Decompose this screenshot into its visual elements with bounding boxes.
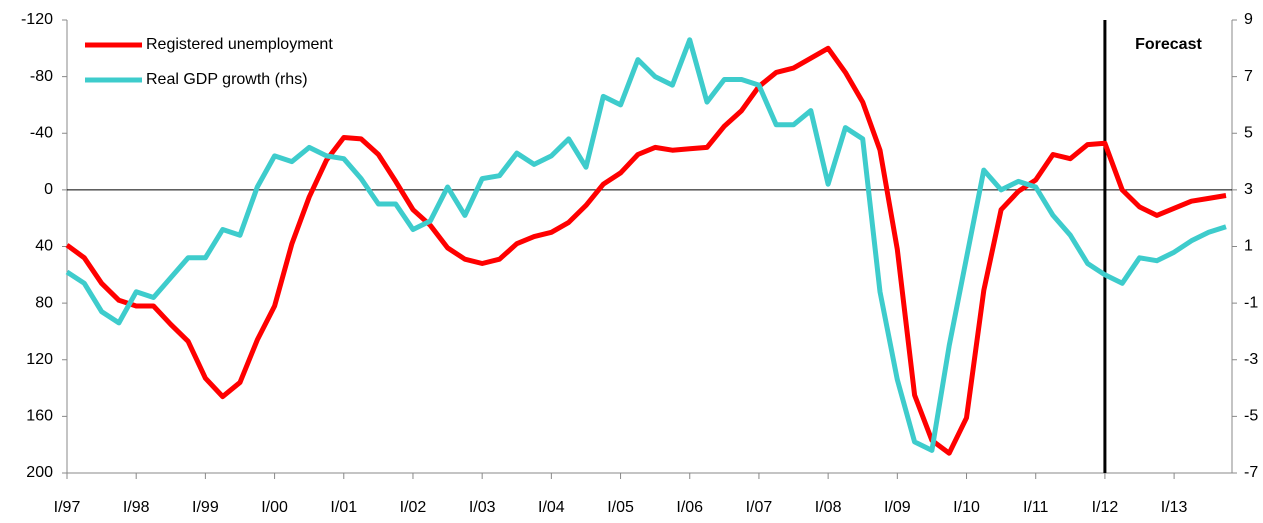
x-tick-label: I/08 [815,499,842,516]
x-tick-label: I/13 [1161,499,1188,516]
y2-tick-label: 9 [1244,11,1253,28]
y2-tick-label: -3 [1244,351,1258,368]
x-tick-label: I/12 [1092,499,1119,516]
x-tick-label: I/06 [676,499,703,516]
x-tick-label: I/10 [953,499,980,516]
x-tick-label: I/07 [746,499,773,516]
y2-tick-label: -5 [1244,408,1258,425]
y2-tick-label: -7 [1244,464,1258,481]
y-tick-label: 40 [35,238,53,255]
x-tick-label: I/09 [884,499,911,516]
x-tick-label: I/99 [192,499,219,516]
y2-tick-label: 5 [1244,124,1253,141]
annotation: Forecast [1135,36,1202,53]
series-line [65,37,1227,453]
x-tick-label: I/98 [123,499,150,516]
y2-tick-label: 3 [1244,181,1253,198]
y-tick-label: -120 [21,11,53,28]
x-tick-label: I/97 [54,499,81,516]
y-tick-label: -40 [30,124,53,141]
y2-tick-label: 7 [1244,68,1253,85]
y2-tick-label: 1 [1244,238,1253,255]
y-tick-label: 200 [26,464,53,481]
y-tick-label: 0 [44,181,53,198]
x-tick-label: I/04 [538,499,565,516]
y-tick-label: 160 [26,408,53,425]
y2-tick-label: -1 [1244,294,1258,311]
legend-label: Registered unemployment [146,36,333,53]
x-tick-label: I/11 [1023,499,1049,516]
x-tick-label: I/00 [261,499,288,516]
y-tick-label: 80 [35,294,53,311]
legend-label: Real GDP growth (rhs) [146,71,308,88]
x-tick-label: I/05 [607,499,634,516]
x-tick-label: I/02 [400,499,427,516]
x-tick-label: I/01 [330,499,357,516]
x-tick-label: I/03 [469,499,496,516]
y-tick-label: -80 [30,68,53,85]
series-line [65,45,1227,456]
y-tick-label: 120 [26,351,53,368]
